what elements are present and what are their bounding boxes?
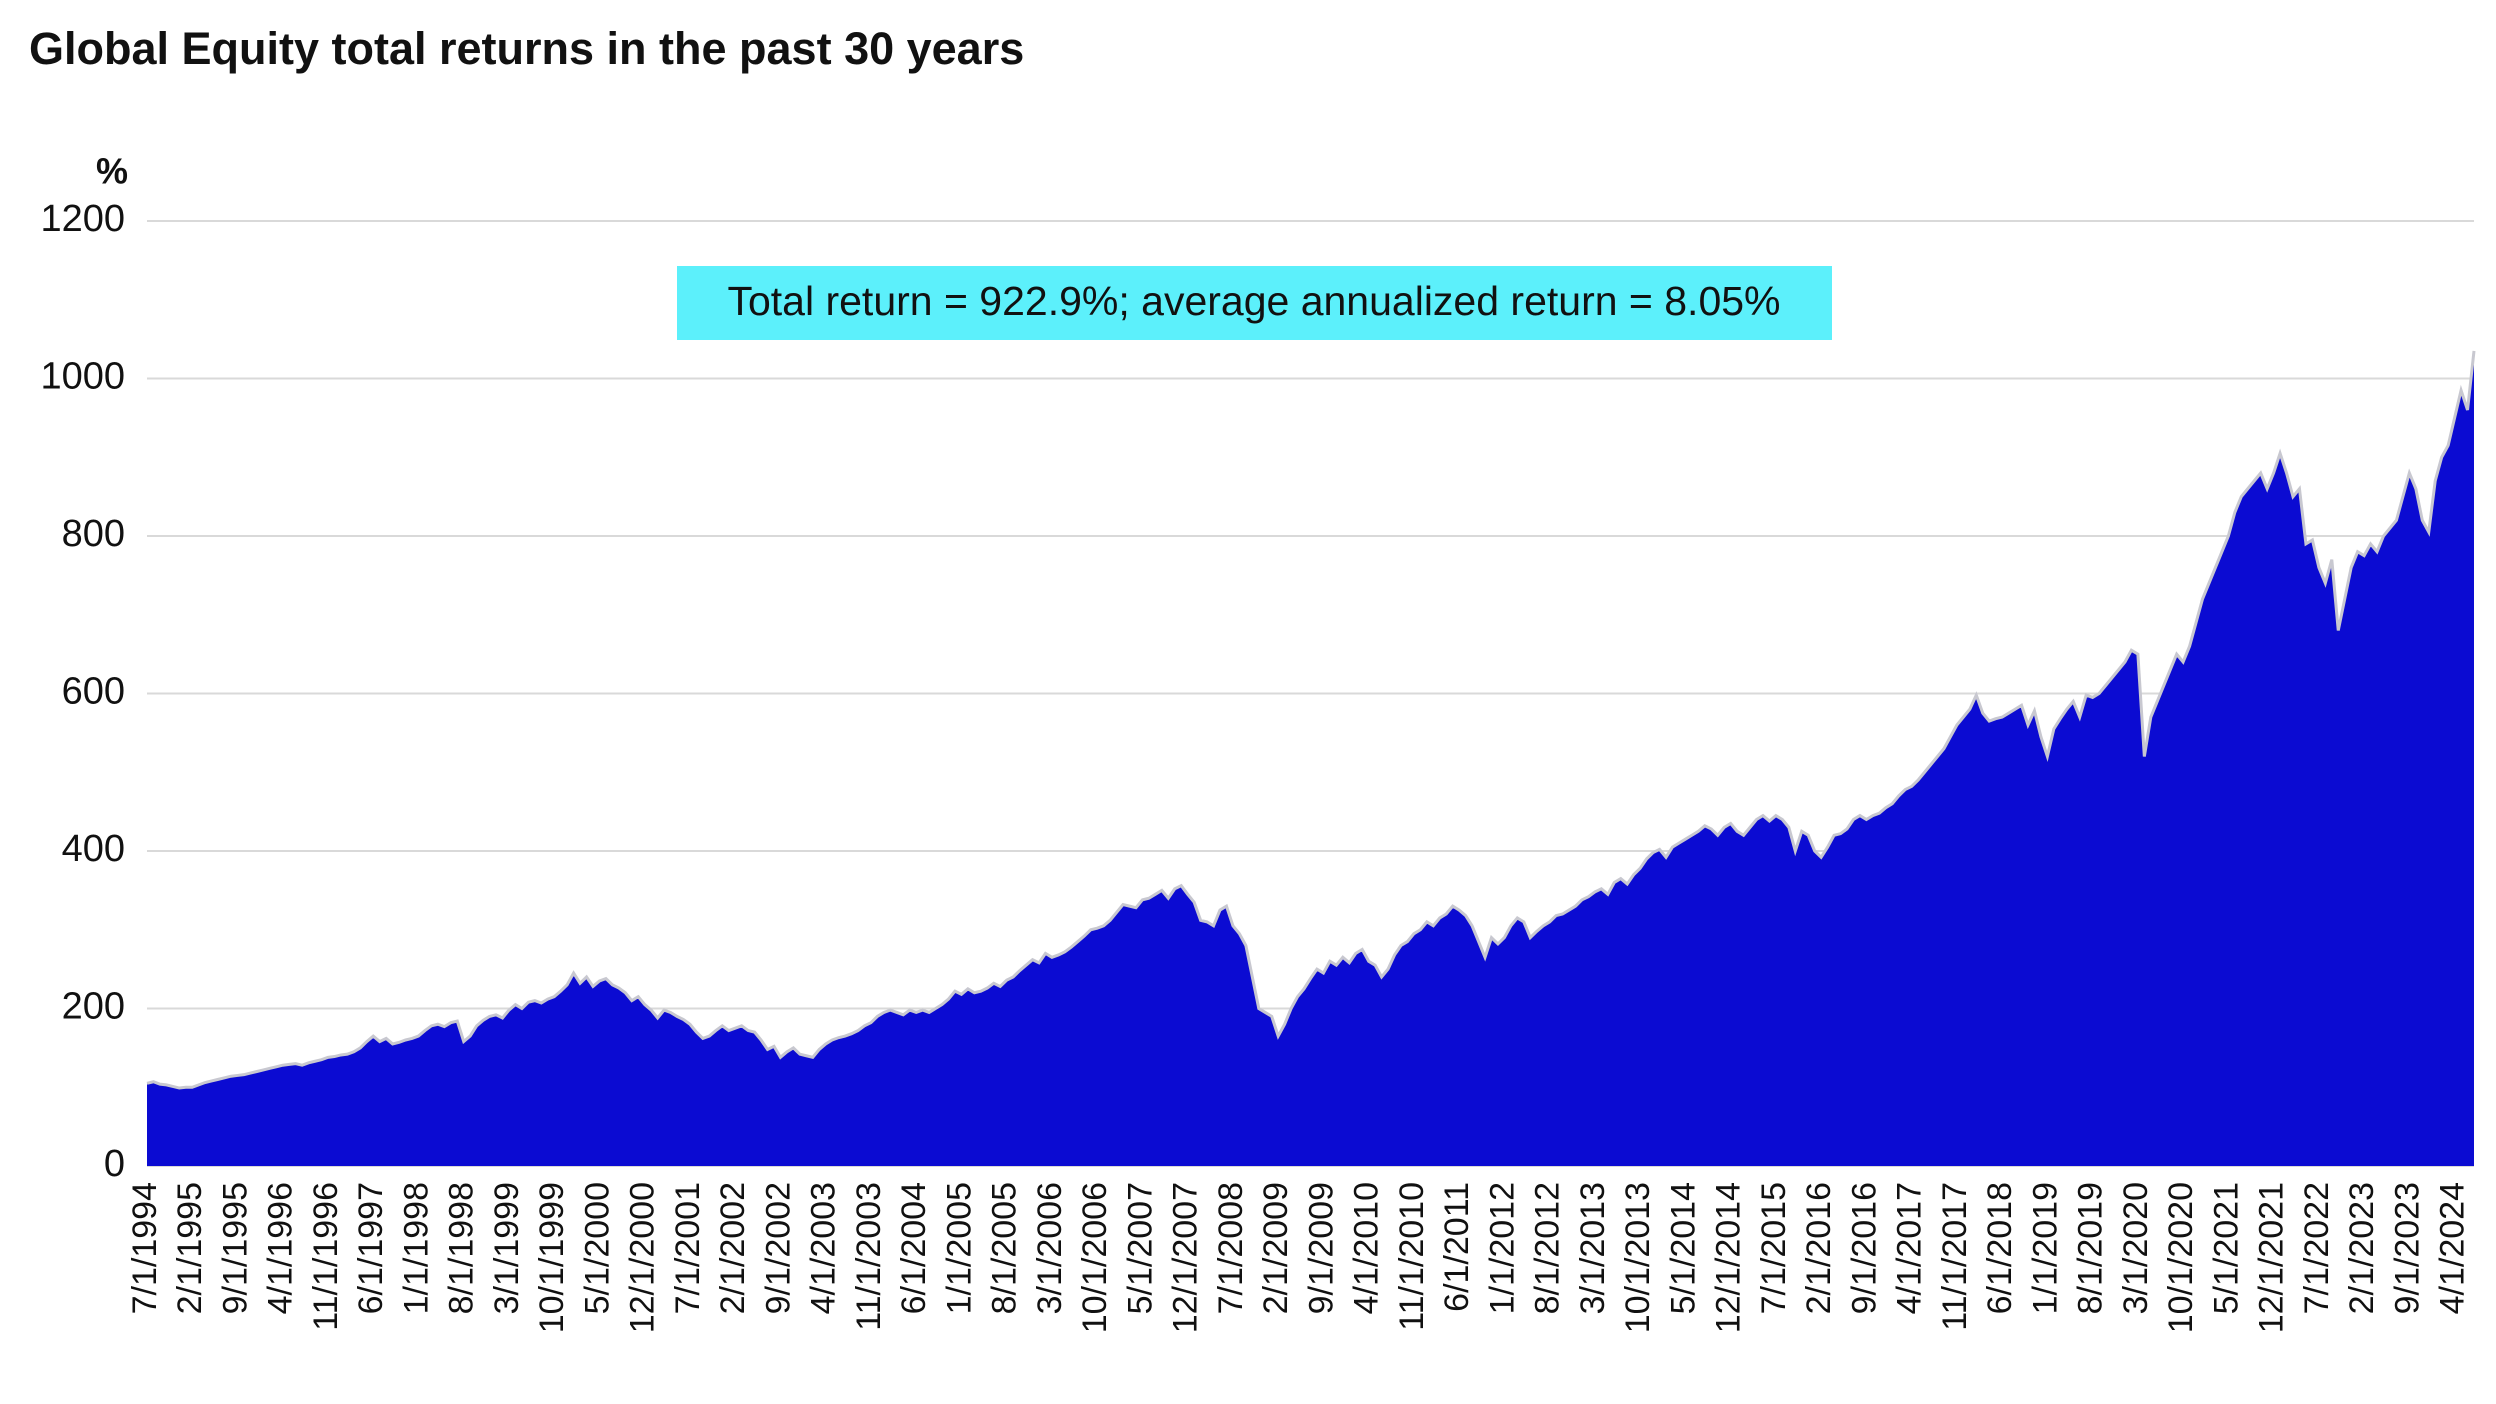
x-tick-label: 6/1/1997 (352, 1182, 390, 1314)
x-tick-label: 12/1/2014 (1710, 1182, 1748, 1333)
x-tick-label: 9/1/2002 (759, 1182, 797, 1314)
x-tick-label: 5/1/2014 (1664, 1182, 1702, 1314)
x-tick-label: 10/1/2020 (2162, 1182, 2200, 1333)
x-tick-label: 7/1/1994 (126, 1182, 164, 1314)
x-tick-label: 12/1/2021 (2253, 1182, 2291, 1333)
x-tick-label: 11/1/2003 (850, 1182, 888, 1331)
x-tick-label: 9/1/1995 (216, 1182, 254, 1314)
x-tick-label: 4/1/2003 (805, 1182, 843, 1314)
x-tick-label: 9/1/2016 (1845, 1182, 1883, 1314)
x-tick-label: 2/1/1995 (171, 1182, 209, 1314)
y-tick-label: 200 (62, 986, 125, 1028)
plot-area (146, 350, 2476, 1166)
x-tick-label: 2/1/2023 (2343, 1182, 2381, 1314)
x-tick-label: 12/1/2007 (1167, 1182, 1205, 1333)
area (147, 350, 2474, 1166)
y-axis-label: % (96, 151, 128, 192)
x-tick-label: 3/1/2006 (1031, 1182, 1069, 1314)
x-tick-label: 2/1/2009 (1257, 1182, 1295, 1314)
x-tick-label: 8/1/2005 (986, 1182, 1024, 1314)
annotation-box (677, 266, 1832, 340)
y-tick-label: 400 (62, 828, 125, 870)
x-tick-label: 3/1/2013 (1574, 1182, 1612, 1314)
x-tick-label: 9/1/2023 (2388, 1182, 2426, 1314)
x-tick-label: 4/1/2024 (2434, 1182, 2472, 1314)
x-tick-label: 8/1/1998 (443, 1182, 481, 1314)
x-tick-label: 10/1/2013 (1619, 1182, 1657, 1333)
x-tick-label: 11/1/2017 (1936, 1182, 1974, 1331)
x-tick-label: 4/1/2017 (1891, 1182, 1929, 1314)
x-tick-label: 8/1/2019 (2072, 1182, 2110, 1314)
x-tick-label: 7/1/2022 (2298, 1182, 2336, 1314)
x-axis: 7/1/1994 2/1/1995 9/1/1995 4/1/1996 11/1/199… (126, 1182, 2472, 1333)
y-tick-label: 600 (62, 671, 125, 713)
x-tick-label: 10/1/2006 (1076, 1182, 1114, 1333)
x-tick-label: 10/1/1999 (533, 1182, 571, 1333)
x-tick-label: 2/1/2016 (1800, 1182, 1838, 1314)
x-tick-label: 11/1/2010 (1393, 1182, 1431, 1331)
x-tick-label: 2/1/2002 (714, 1182, 752, 1314)
x-tick-label: 3/1/2020 (2117, 1182, 2155, 1314)
y-tick-label: 800 (62, 513, 125, 555)
x-tick-label: 11/1/1996 (307, 1182, 345, 1331)
chart-title: Global Equity total returns in the past … (29, 23, 1024, 74)
y-tick-label: 0 (104, 1143, 125, 1185)
x-tick-label: 1/1/1998 (397, 1182, 435, 1314)
x-tick-label: 3/1/1999 (488, 1182, 526, 1314)
x-tick-label: 9/1/2009 (1302, 1182, 1340, 1314)
area-outline (146, 350, 2476, 1090)
x-tick-label: 12/1/2000 (624, 1182, 662, 1333)
x-tick-label: 6/1/2018 (1981, 1182, 2019, 1314)
x-tick-label: 7/1/2015 (1755, 1182, 1793, 1314)
x-tick-label: 6/1/2011 (1438, 1182, 1476, 1312)
y-tick-label: 1200 (40, 198, 125, 240)
annotation: Total return = 922.9%; average annualize… (727, 278, 1780, 324)
x-tick-label: 5/1/2021 (2207, 1182, 2245, 1314)
x-tick-label: 5/1/2007 (1121, 1182, 1159, 1314)
x-tick-label: 8/1/2012 (1529, 1182, 1567, 1314)
y-tick-label: 1000 (40, 356, 125, 398)
x-tick-label: 1/1/2005 (940, 1182, 978, 1314)
x-tick-label: 1/1/2012 (1483, 1182, 1521, 1314)
x-tick-label: 5/1/2000 (578, 1182, 616, 1314)
x-tick-label: 7/1/2008 (1212, 1182, 1250, 1314)
x-tick-label: 4/1/1996 (262, 1182, 300, 1314)
x-tick-label: 6/1/2004 (895, 1182, 933, 1314)
x-tick-label: 7/1/2001 (669, 1182, 707, 1314)
x-tick-label: 4/1/2010 (1348, 1182, 1386, 1314)
grid: 0 200 400 600 800 1000 1200 (40, 198, 2474, 1185)
x-tick-label: 1/1/2019 (2026, 1182, 2064, 1314)
